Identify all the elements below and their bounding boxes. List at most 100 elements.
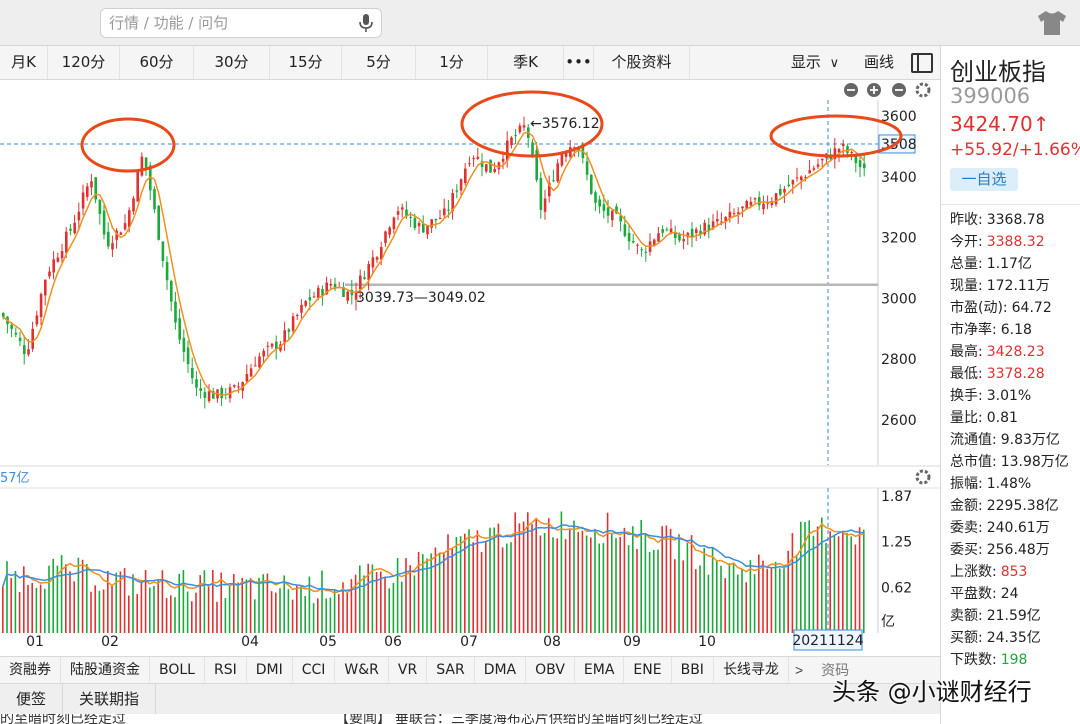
stat-label: 今开: (950, 234, 983, 250)
layout-panel-icon[interactable] (911, 53, 933, 73)
kline-chart-svg[interactable]: 3600 3508 3400 3200 3000 2800 2600 3039.73—3049… (0, 80, 940, 656)
indicator-tab[interactable]: DMA (475, 657, 527, 683)
volume-bar (682, 560, 684, 633)
candle-body (737, 212, 740, 214)
volume-bar (522, 521, 525, 633)
volume-bar (23, 566, 25, 633)
indicator-tab[interactable]: EMA (575, 657, 625, 683)
add-watchlist-button[interactable]: 一自选 (950, 168, 1018, 191)
indicator-tab[interactable]: RSI (205, 657, 247, 683)
volume-bar (199, 575, 201, 633)
volume-bar (363, 575, 365, 633)
stat-row: 买额: 24.35亿 (941, 627, 1080, 649)
volume-bar (2, 586, 4, 633)
volume-bar (703, 547, 705, 633)
indicator-tab[interactable]: DMI (247, 657, 293, 683)
search-input[interactable] (101, 9, 341, 37)
kline-chart-area[interactable]: 3600 3508 3400 3200 3000 2800 2600 3039.73—3049… (0, 80, 940, 656)
candle-body (39, 294, 43, 317)
volume-bar (262, 574, 264, 633)
candle-body (707, 224, 711, 231)
period-button[interactable]: 5分 (342, 46, 416, 79)
indicator-tab[interactable]: SAR (427, 657, 475, 683)
volume-bar (94, 585, 96, 633)
stat-label: 市盈(动): (950, 300, 1008, 316)
candle-body (632, 241, 635, 243)
search-box[interactable] (100, 8, 382, 38)
period-button[interactable]: 月K (0, 46, 48, 79)
stat-row: 量比: 0.81 (941, 407, 1080, 429)
indicator-more-button[interactable]: > (794, 662, 804, 678)
candle-body (766, 202, 769, 204)
indicator-tab[interactable]: VR (389, 657, 428, 683)
candle-body (2, 313, 5, 317)
candle-body (858, 160, 862, 168)
candle-body (682, 239, 685, 242)
volume-bar (455, 537, 458, 633)
volume-bar (766, 568, 768, 633)
indicator-tab[interactable]: CCI (293, 657, 336, 683)
stat-value: 24 (1000, 586, 1019, 602)
news-item[interactable]: 的至暗时刻已经走过 (0, 714, 126, 724)
volume-bar (44, 588, 46, 633)
indicator-tab[interactable]: BBI (672, 657, 714, 683)
tshirt-icon[interactable] (1036, 9, 1068, 37)
indicator-tab[interactable]: OBV (526, 657, 575, 683)
volume-bar (413, 575, 416, 633)
candle-body (615, 206, 618, 214)
last-price: 3424.70↑ (950, 112, 1050, 136)
candle-body (283, 330, 286, 344)
period-button[interactable]: 1分 (416, 46, 488, 79)
candle-body (749, 201, 753, 206)
period-button[interactable]: 30分 (194, 46, 270, 79)
indicator-tab[interactable]: 资融券 (0, 657, 61, 683)
period-button[interactable]: 60分 (120, 46, 194, 79)
period-button[interactable]: 季K (488, 46, 564, 79)
indicator-tab[interactable]: W&R (335, 657, 389, 683)
stat-label: 最低: (950, 366, 983, 382)
stat-row: 最低: 3378.28 (941, 363, 1080, 385)
indicator-tab[interactable]: 陆股通资金 (61, 657, 150, 683)
candle-body (690, 228, 694, 237)
bottom-tab[interactable]: 便签 (0, 684, 64, 714)
period-button[interactable]: 个股资料 (594, 46, 690, 79)
draw-line-button[interactable]: 画线 (863, 53, 894, 71)
candle-body (657, 233, 660, 242)
candle-body (753, 198, 757, 200)
period-button[interactable]: 15分 (270, 46, 342, 79)
period-button[interactable]: 120分 (48, 46, 120, 79)
candle-body (405, 209, 408, 217)
volume-bar (241, 577, 243, 633)
candle-body (249, 368, 253, 377)
price-axis-label: 3400 (881, 170, 917, 186)
volume-bar (627, 545, 630, 633)
period-button[interactable]: ••• (564, 46, 594, 79)
candle-body (308, 297, 312, 301)
gear-icon (915, 469, 931, 485)
candle-body (514, 135, 517, 137)
indicator-tab[interactable]: 长线寻龙 (714, 657, 789, 683)
candle-body (627, 232, 631, 242)
indicator-tab[interactable]: 资码 (821, 662, 850, 678)
indicator-tab[interactable]: ENE (624, 657, 672, 683)
month-axis-label: 04 (241, 634, 259, 650)
display-label: 显示 (790, 53, 821, 71)
volume-bar (510, 542, 512, 633)
candle-body (44, 279, 47, 296)
current-date-box (793, 629, 863, 651)
volume-bar (380, 571, 382, 633)
news-item[interactable]: 【要闻】 垂联合：三季度海布芯片供给的至暗时刻已经走过 (335, 714, 703, 724)
microphone-icon[interactable] (357, 13, 375, 33)
bottom-tab[interactable]: 关联期指 (63, 684, 157, 714)
candle-body (703, 222, 706, 235)
display-button[interactable]: 显示 ∨ (780, 46, 850, 79)
candle-body (94, 177, 97, 200)
candle-body (661, 229, 664, 233)
indicator-tab[interactable]: BOLL (150, 657, 205, 683)
stat-row: 今开: 3388.32 (941, 231, 1080, 253)
volume-bar (611, 533, 613, 633)
stat-row: 上涨数: 853 (941, 561, 1080, 583)
candle-body (644, 251, 648, 253)
candle-body (594, 192, 597, 203)
volume-bar (123, 568, 126, 633)
